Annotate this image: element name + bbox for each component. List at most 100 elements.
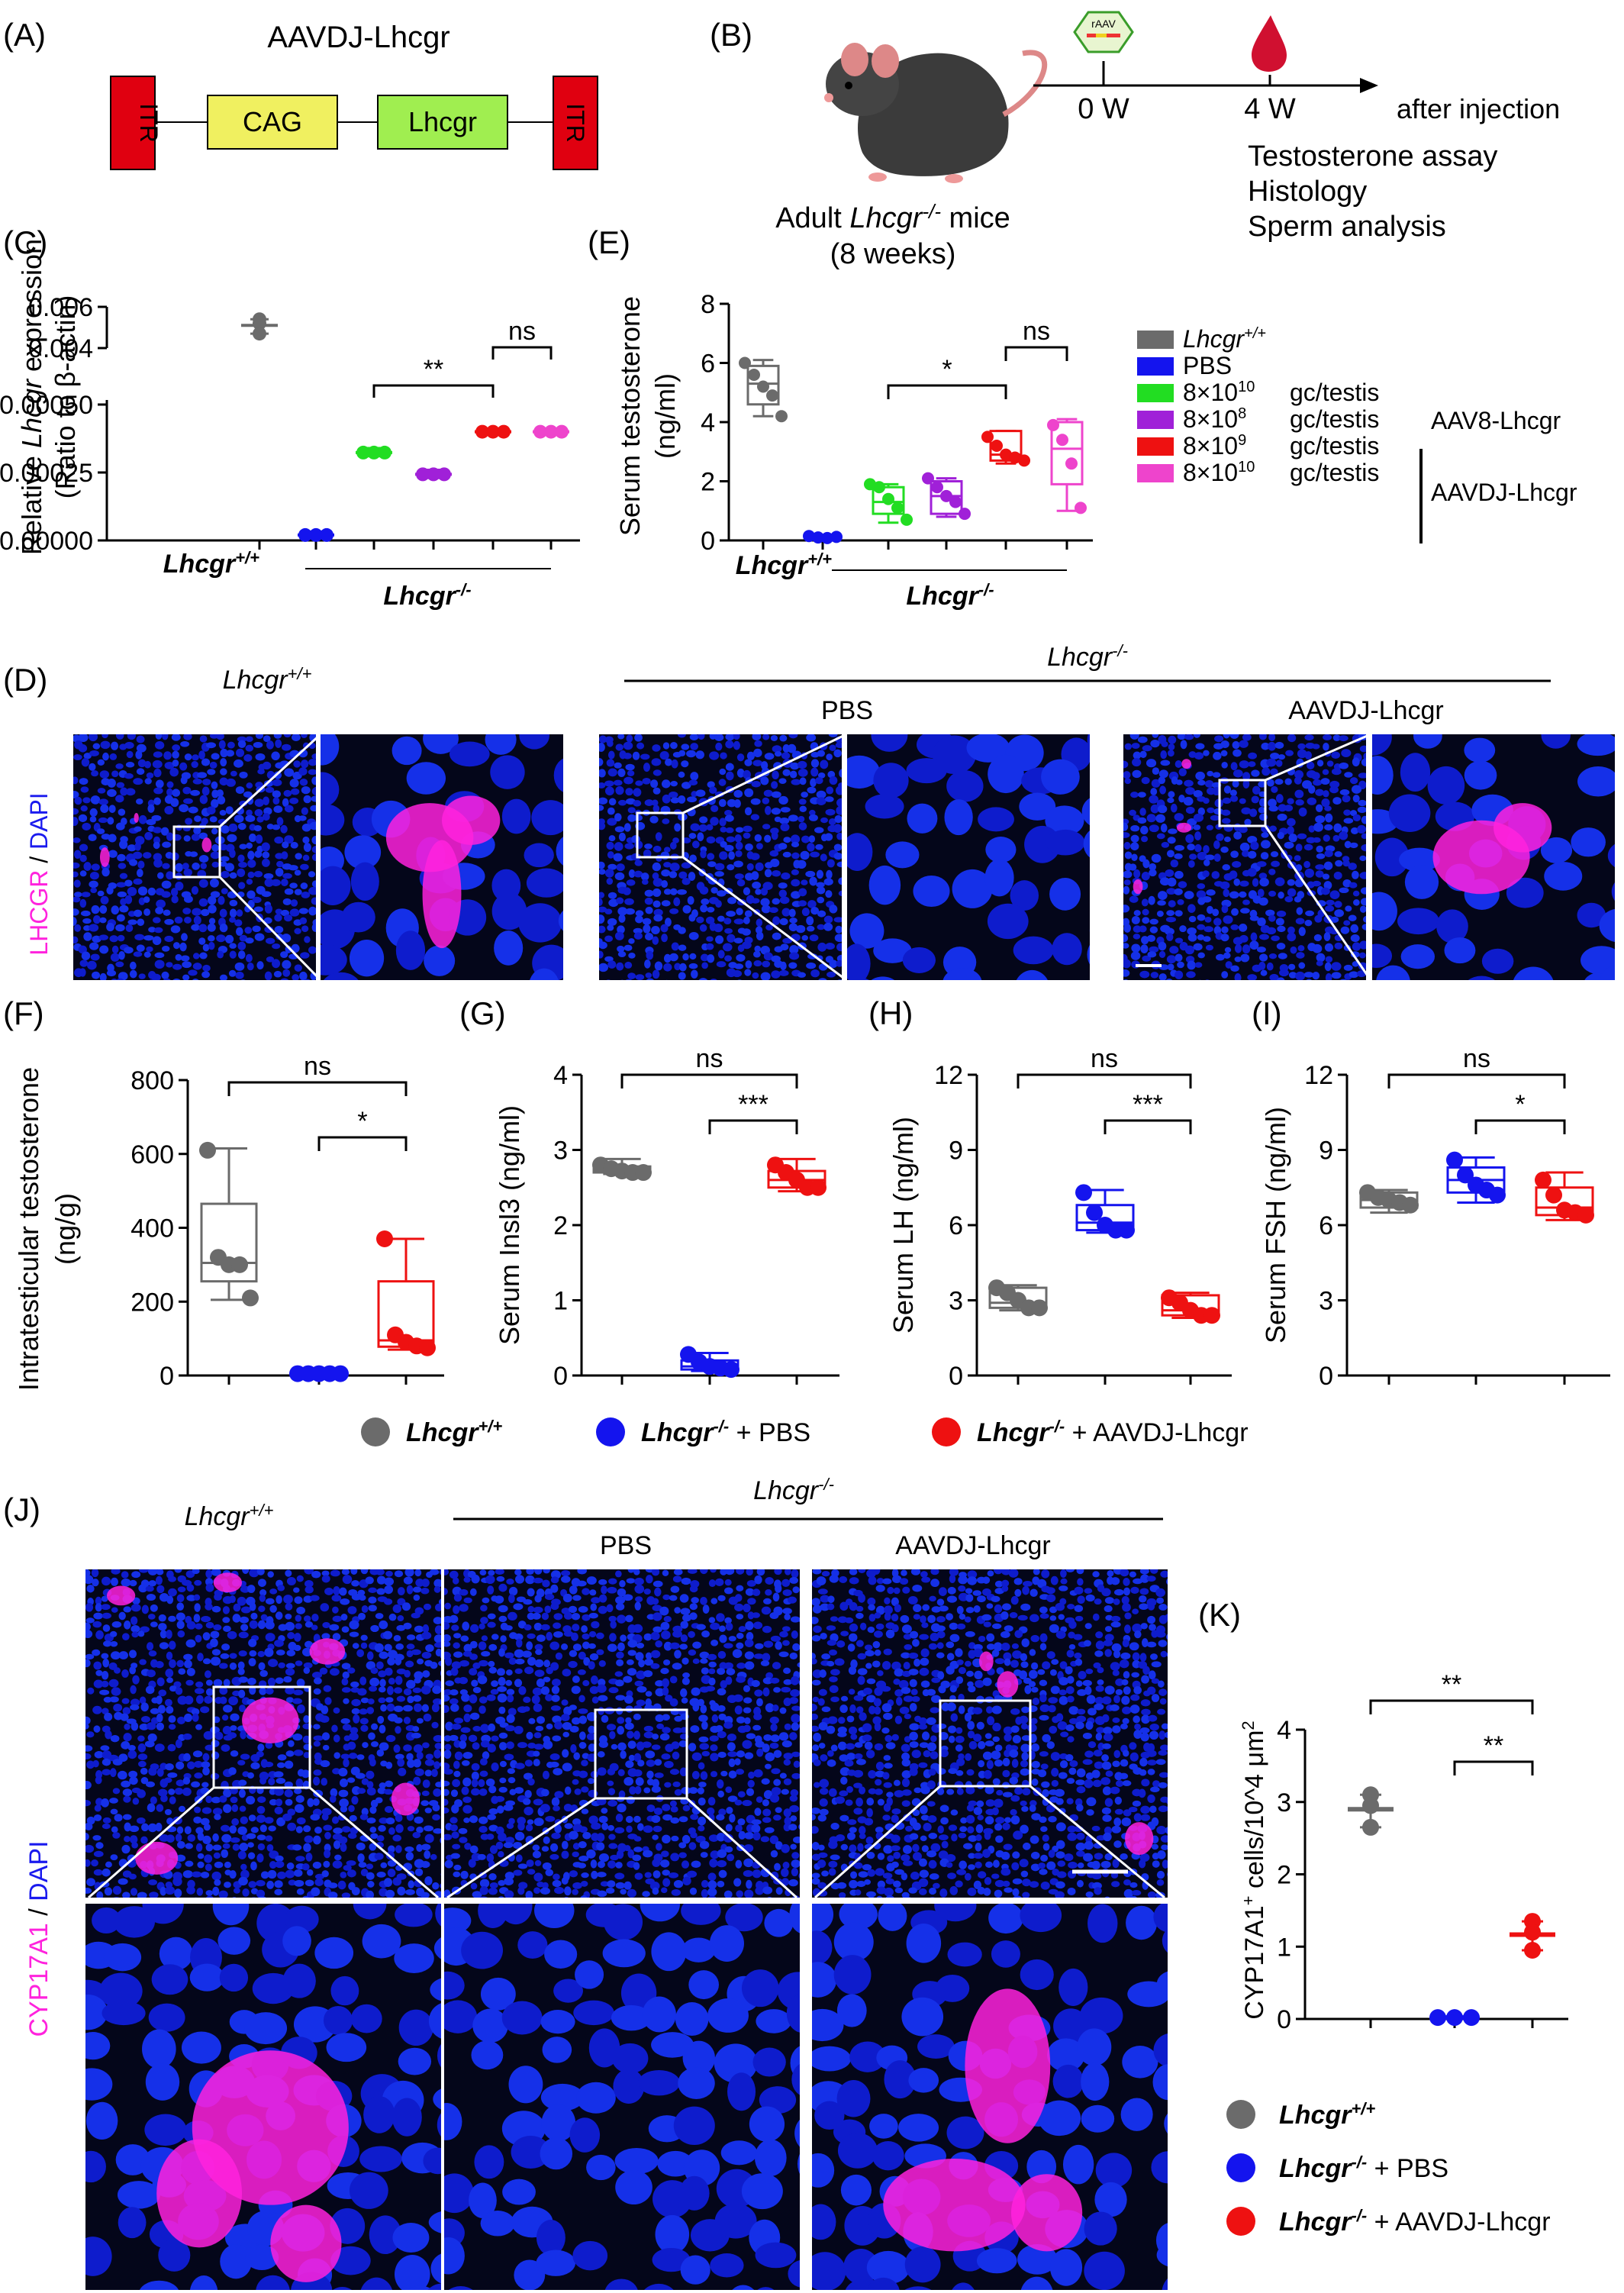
data-point — [1018, 454, 1030, 467]
data-point — [1489, 1186, 1506, 1204]
series-group — [1446, 1151, 1506, 1204]
y-axis-label: Serum FSH (ng/ml) — [1260, 1107, 1291, 1343]
y-tick-label: 6 — [1319, 1211, 1333, 1240]
legend-label: Lhcgr-/- + PBS — [641, 1417, 810, 1447]
significance-label: *** — [738, 1090, 768, 1119]
zoom-box — [594, 1708, 688, 1800]
data-point — [891, 501, 904, 514]
y-tick-label: 0 — [949, 1362, 963, 1391]
data-point — [901, 513, 913, 526]
legend-marker — [596, 1417, 625, 1446]
series-group — [922, 472, 971, 521]
y-tick-label: 12 — [1304, 1061, 1333, 1090]
significance-bracket — [1453, 1760, 1534, 1775]
data-point — [555, 424, 569, 439]
significance-label: ns — [508, 317, 536, 346]
legend-label: Lhcgr+/+ — [1183, 325, 1266, 353]
series-group — [1429, 2009, 1480, 2027]
data-point — [940, 489, 952, 502]
data-point — [1402, 1196, 1419, 1214]
blood-drop-icon — [1252, 15, 1287, 72]
significance-label: * — [357, 1107, 367, 1136]
significance-bracket — [227, 1081, 408, 1096]
data-point — [1075, 501, 1087, 514]
d-aav-zoom — [1372, 734, 1615, 980]
y-tick-label: 2 — [553, 1211, 568, 1240]
panel-label-k: (K) — [1198, 1597, 1241, 1633]
legend-swatch — [1137, 464, 1174, 482]
y-tick-label: 8 — [701, 290, 715, 319]
data-point — [231, 1256, 248, 1273]
series-group — [739, 356, 788, 423]
data-point — [739, 356, 751, 369]
y-tick-label: 6 — [949, 1211, 963, 1240]
data-point — [931, 481, 943, 494]
readout-histology: Histology — [1248, 176, 1367, 208]
x-group-label-ko: Lhcgr-/- — [383, 580, 471, 611]
panel-label-h: (H) — [868, 995, 913, 1031]
j-wt-overview — [85, 1569, 441, 1898]
legend-label: Lhcgr-/- + AAVDJ-Lhcgr — [977, 1417, 1249, 1447]
legend-swatch — [1137, 411, 1174, 429]
data-point — [1204, 1307, 1220, 1324]
y-tick-label: 0 — [1319, 1362, 1333, 1391]
significance-label: ** — [1442, 1670, 1461, 1699]
nuclei — [812, 1569, 1168, 1898]
readout-sperm: Sperm analysis — [1248, 211, 1446, 243]
d-pbs-overview — [599, 734, 842, 980]
significance-bracket — [1387, 1073, 1566, 1088]
data-point — [1075, 1184, 1092, 1201]
stain-signal — [1133, 879, 1143, 895]
data-point — [1086, 1204, 1103, 1221]
stain-signal — [1125, 1822, 1154, 1856]
panel-label-g: (G) — [459, 995, 506, 1031]
significance-bracket — [708, 1119, 798, 1134]
j-micrographs — [85, 1569, 1168, 2290]
nuclei — [444, 1904, 800, 2290]
significance-bracket — [491, 346, 553, 360]
data-point — [1457, 1166, 1474, 1184]
panel-label-b: (B) — [710, 17, 752, 53]
data-point — [991, 440, 1003, 452]
stain-signal — [1010, 2174, 1083, 2252]
mouse-caption-line2: (8 weeks) — [830, 238, 956, 270]
zoom-box — [939, 1699, 1032, 1788]
stain-signal — [242, 1697, 299, 1743]
data-point — [1545, 1186, 1562, 1204]
y-tick-label: 200 — [130, 1288, 174, 1317]
y-tick-label: 0 — [553, 1362, 568, 1391]
x-group-label-wt: Lhcgr+/+ — [736, 550, 832, 580]
zoom-line — [309, 1786, 439, 1899]
significance-bracket — [372, 384, 495, 398]
data-point — [497, 424, 511, 439]
legend-label: PBS — [1183, 352, 1232, 379]
f-ylabel-line1: Intratesticular testosterone — [13, 1067, 44, 1391]
zoom-line — [218, 876, 322, 982]
series-group — [988, 1279, 1048, 1317]
legend-label: Lhcgr-/- + AAVDJ-Lhcgr — [1279, 2206, 1551, 2237]
stain-signal — [391, 1782, 420, 1816]
k-ylabel: CYP17A1+ cells/10^4 μm2 — [1239, 1721, 1269, 2019]
legend-k: Lhcgr+/+ Lhcgr-/- + PBS Lhcgr-/- + AAVDJ-L… — [1226, 2099, 1551, 2237]
data-point — [748, 369, 760, 381]
mouse-caption-line1: Adult Lhcgr-/- mice — [775, 200, 1010, 234]
data-point — [1535, 1171, 1552, 1188]
data-point — [1056, 434, 1068, 447]
data-point — [959, 508, 971, 521]
data-point — [635, 1164, 652, 1182]
panel-label-e: (E) — [588, 224, 630, 260]
stain-signal — [309, 1638, 346, 1665]
series-group — [1535, 1171, 1594, 1224]
zoom-box — [636, 811, 685, 859]
legend-unit: gc/testis — [1290, 432, 1379, 460]
data-point — [775, 410, 788, 423]
x-group-label-ko: Lhcgr-/- — [906, 580, 994, 611]
series-group — [767, 1156, 826, 1196]
timepoint-4w: 4 W — [1244, 93, 1296, 125]
data-point — [1446, 2009, 1463, 2027]
series-group — [199, 1141, 259, 1307]
data-point — [1429, 2009, 1446, 2027]
timeline-arrowhead — [1360, 78, 1378, 93]
legend-label: 8×108 — [1183, 405, 1246, 433]
d-wt-zoom — [321, 734, 563, 980]
